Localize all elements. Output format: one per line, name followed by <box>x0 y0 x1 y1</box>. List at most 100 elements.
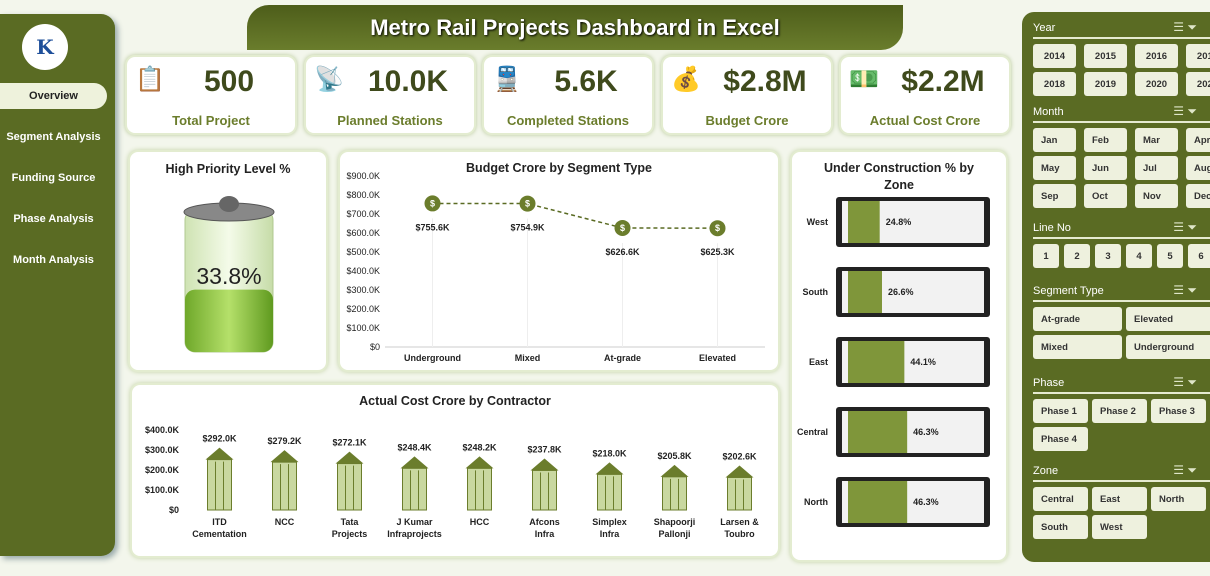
slicer-button[interactable]: Elevated <box>1126 307 1210 331</box>
budget-panel: Budget Crore by Segment Type $0 $100.0K $2… <box>338 150 780 372</box>
nav-segment-analysis[interactable]: Segment Analysis <box>6 131 101 143</box>
slicer-header-segment-type: Segment Type ☰ ⏷ <box>1033 283 1210 302</box>
slicer-button[interactable]: 6 <box>1188 244 1210 268</box>
slicer-panel: Year ☰ ⏷ 2014 2015 2016 2017 2018 2019 2020 2021 M… <box>1022 12 1210 562</box>
slicer-button[interactable]: Jan <box>1033 128 1076 152</box>
slicer-button[interactable]: Phase 3 <box>1151 399 1206 423</box>
slicer-button[interactable]: Sep <box>1033 184 1076 208</box>
slicer-title: Month <box>1033 106 1064 118</box>
logo-text: K <box>36 35 54 59</box>
slicer-button[interactable]: 1 <box>1033 244 1059 268</box>
nav-month-analysis[interactable]: Month Analysis <box>13 254 94 266</box>
bar <box>467 467 492 511</box>
slicer-button[interactable]: At-grade <box>1033 307 1122 331</box>
slicer-button[interactable]: 3 <box>1095 244 1121 268</box>
data-label: $272.1K <box>332 438 367 448</box>
slicer-button[interactable]: Mixed <box>1033 335 1122 359</box>
multi-select-filter-icon[interactable]: ☰ ⏷ <box>1173 220 1197 234</box>
kpi-card-planned-stations: 📡 10.0K Planned Stations <box>304 55 476 135</box>
multi-select-filter-icon[interactable]: ☰ ⏷ <box>1173 375 1197 389</box>
data-label: 24.8% <box>886 217 912 227</box>
slicer-button[interactable]: Phase 1 <box>1033 399 1088 423</box>
label-line: Tata <box>341 517 360 527</box>
bar-roof <box>465 456 494 469</box>
slicer-button[interactable]: 2017 <box>1186 44 1210 68</box>
slicer-title: Zone <box>1033 465 1059 477</box>
slicer-button[interactable]: 2018 <box>1033 72 1076 96</box>
kpi-label: Budget Crore <box>705 113 789 128</box>
slicer-button[interactable]: 2019 <box>1084 72 1127 96</box>
train-icon: 🚆 <box>492 66 522 93</box>
slicer-button[interactable]: East <box>1092 487 1147 511</box>
nav-funding-source[interactable]: Funding Source <box>11 172 96 184</box>
slicer-button[interactable]: South <box>1033 515 1088 539</box>
slicer-title: Line No <box>1033 222 1071 234</box>
slicer-button[interactable]: 2016 <box>1135 44 1178 68</box>
bar-roof <box>335 451 364 464</box>
slicer-button[interactable]: Phase 4 <box>1033 427 1088 451</box>
bar-roof <box>400 456 429 469</box>
contractor-chart-title: Actual Cost Crore by Contractor <box>359 394 551 408</box>
slicer-button[interactable]: 2015 <box>1084 44 1127 68</box>
slicer-button[interactable]: Aug <box>1186 156 1210 180</box>
slicer-button[interactable]: Jul <box>1135 156 1178 180</box>
label-line: Projects <box>332 529 368 539</box>
kpi-label: Total Project <box>172 113 250 128</box>
data-label: 46.3% <box>913 427 939 437</box>
data-label: $205.8K <box>657 451 692 461</box>
slicer-button[interactable]: North <box>1151 487 1206 511</box>
slicer-title: Phase <box>1033 377 1065 389</box>
slicer-title: Year <box>1033 22 1056 34</box>
multi-select-filter-icon[interactable]: ☰ ⏷ <box>1173 463 1197 477</box>
document-check-icon: 📋 <box>135 66 165 93</box>
slicer-button[interactable]: 4 <box>1126 244 1152 268</box>
high-priority-value: 33.8% <box>196 263 261 289</box>
data-label: $754.9K <box>510 223 545 233</box>
label-line: NCC <box>275 517 295 527</box>
bar-roof <box>660 464 689 477</box>
slicer-button[interactable]: Dec <box>1186 184 1210 208</box>
slicer-button[interactable]: Nov <box>1135 184 1178 208</box>
label-line: J Kumar <box>396 517 433 527</box>
bar <box>848 481 908 523</box>
nav-overview[interactable]: Overview <box>0 83 107 109</box>
kpi-card-actual-cost-crore: 💵 $2.2M Actual Cost Crore <box>839 55 1011 135</box>
slicer-button[interactable]: 5 <box>1157 244 1183 268</box>
label-line: Infra <box>535 529 555 539</box>
data-label: 26.6% <box>888 287 914 297</box>
y-tick-label: $900.0K <box>346 171 380 181</box>
data-label: 44.1% <box>910 357 936 367</box>
x-tick-label: NCC <box>275 517 295 527</box>
slicer-button[interactable]: Oct <box>1084 184 1127 208</box>
slicer-button[interactable]: 2014 <box>1033 44 1076 68</box>
x-tick-label: J Kumar Infraprojects <box>387 517 442 539</box>
slicer-button[interactable]: Underground <box>1126 335 1210 359</box>
multi-select-filter-icon[interactable]: ☰ ⏷ <box>1173 20 1197 34</box>
label-line: Pallonji <box>658 529 690 539</box>
slicer-button[interactable]: 2 <box>1064 244 1090 268</box>
nav-phase-analysis[interactable]: Phase Analysis <box>13 213 94 225</box>
data-label: $237.8K <box>527 444 562 454</box>
slicer-button[interactable]: Apr <box>1186 128 1210 152</box>
x-tick-label: ITD Cementation <box>192 517 247 539</box>
money-bag-marker <box>519 195 536 212</box>
kpi-value: 10.0K <box>367 65 449 98</box>
slicer-button[interactable]: Mar <box>1135 128 1178 152</box>
slicer-button[interactable]: Feb <box>1084 128 1127 152</box>
slicer-button[interactable]: West <box>1092 515 1147 539</box>
slicer-button[interactable]: 2021 <box>1186 72 1210 96</box>
slicer-header-year: Year ☰ ⏷ <box>1033 20 1210 39</box>
slicer-button[interactable]: Phase 2 <box>1092 399 1147 423</box>
slicer-button[interactable]: Central <box>1033 487 1088 511</box>
slicer-button[interactable]: May <box>1033 156 1076 180</box>
money-bag-icon: 💰 <box>671 66 701 93</box>
multi-select-filter-icon[interactable]: ☰ ⏷ <box>1173 283 1197 297</box>
zone-bar-chart: West 24.8% South 26.6% East 44.1% Central 46.3%… <box>797 197 990 527</box>
y-tick-label: $400.0K <box>145 425 180 435</box>
slicer-button[interactable]: Jun <box>1084 156 1127 180</box>
y-tick-label: $400.0K <box>346 266 380 276</box>
multi-select-filter-icon[interactable]: ☰ ⏷ <box>1173 104 1197 118</box>
money-bag-marker <box>614 219 631 236</box>
y-tick-label: $600.0K <box>346 228 380 238</box>
slicer-button[interactable]: 2020 <box>1135 72 1178 96</box>
